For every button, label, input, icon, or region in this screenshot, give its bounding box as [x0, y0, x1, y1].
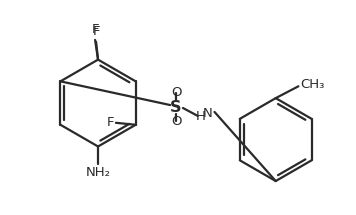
Text: N: N [203, 108, 213, 120]
Text: O: O [171, 86, 181, 99]
Text: NH₂: NH₂ [85, 166, 111, 179]
Text: S: S [170, 100, 182, 115]
Text: F: F [106, 116, 114, 129]
Text: F: F [92, 25, 100, 38]
Text: F: F [91, 23, 99, 36]
Text: H: H [196, 110, 206, 123]
Text: O: O [171, 115, 181, 128]
Text: CH₃: CH₃ [300, 78, 325, 91]
